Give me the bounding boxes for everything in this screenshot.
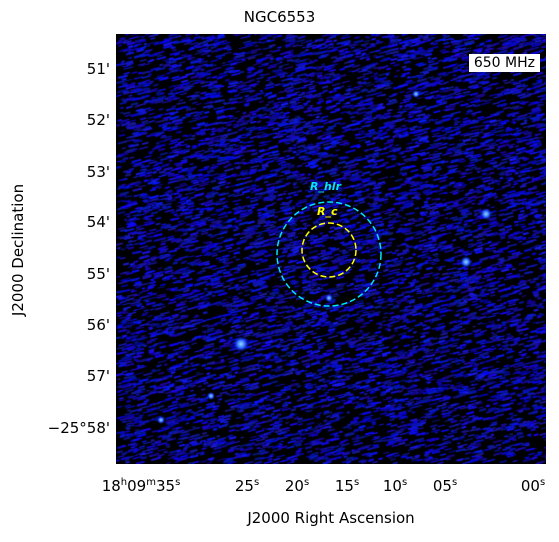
x-axis-label: J2000 Right Ascension [247, 509, 415, 527]
y-tick-label: 51' [86, 60, 110, 78]
r-c-label: R_c [317, 205, 338, 218]
y-tick-label: 52' [86, 111, 110, 129]
y-tick-label: 53' [86, 163, 110, 181]
x-tick-label: 00s [520, 477, 546, 495]
frequency-label: 650 MHz [468, 54, 540, 72]
y-tick-label: 55' [86, 265, 110, 283]
y-tick-label: 57' [86, 367, 110, 385]
y-axis-label: J2000 Declination [9, 183, 27, 317]
x-tick-label: 10s [382, 477, 408, 495]
r-c-circle [301, 222, 357, 278]
x-tick-label: 05s [432, 477, 458, 495]
x-tick-label: 18h09m35s [101, 477, 181, 495]
x-tick-label: 25s [234, 477, 260, 495]
region-overlay: R_hlr R_c [276, 180, 382, 307]
r-hlr-label: R_hlr [310, 180, 342, 193]
x-tick-label: 20s [284, 477, 310, 495]
y-tick-label: 54' [86, 213, 110, 231]
y-tick-label: 56' [86, 316, 110, 334]
x-tick-label: 15s [334, 477, 360, 495]
radio-image-panel: R_hlr R_c 650 MHz [116, 34, 546, 464]
image-title: NGC6553 [243, 8, 316, 26]
r-hlr-circle [276, 201, 382, 307]
y-tick-label: −25°58' [47, 419, 110, 437]
radio-noise-map [116, 34, 546, 464]
